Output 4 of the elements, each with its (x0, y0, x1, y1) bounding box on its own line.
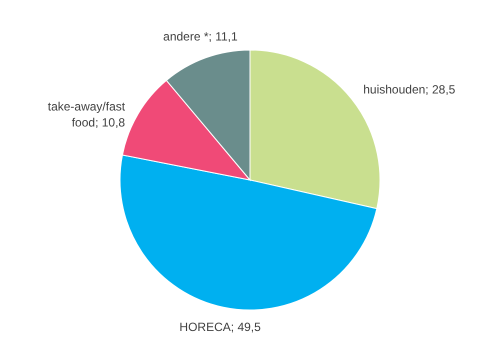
slice-label: andere *; 11,1 (163, 30, 238, 44)
slice-label: huishouden; 28,5 (363, 82, 456, 96)
slice-label: take-away/fast food; 10,8 (48, 99, 126, 130)
slice-label: HORECA; 49,5 (179, 320, 262, 334)
